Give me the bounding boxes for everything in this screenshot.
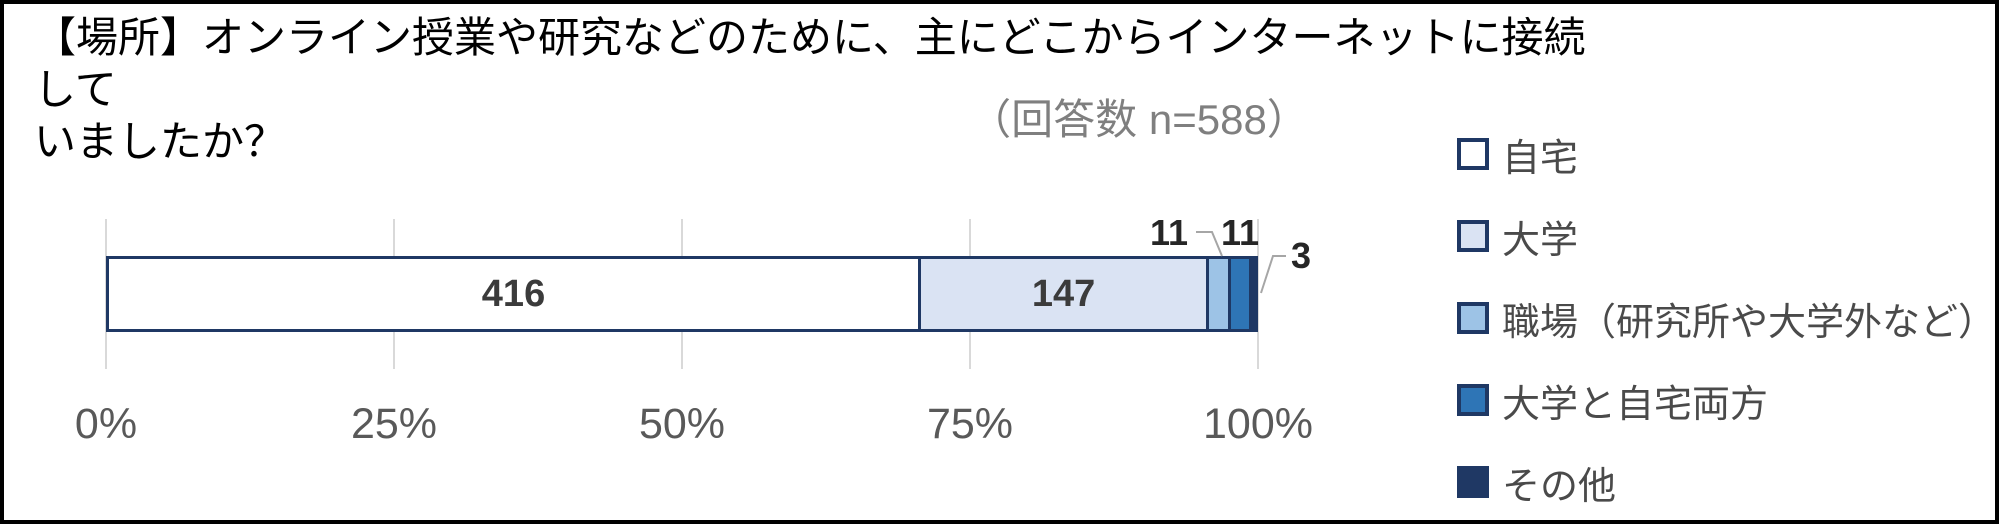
x-tick-label-50%: 50% [638,400,726,448]
legend-swatch-icon [1457,302,1489,334]
legend: 自宅大学職場（研究所や大学外など） 大学と自宅両方 その他 [1457,4,1995,520]
stacked-bar: 416 147 [106,256,1258,332]
legend-swatch-icon [1457,384,1489,416]
data-label-univ-and-home: 11 [1220,212,1260,253]
gridline-100% [1257,219,1259,369]
legend-label-1: 自宅 [1502,137,1579,180]
legend-swatch-icon [1457,466,1489,498]
gridline-50% [681,219,683,369]
x-tick-label-0%: 0% [74,400,138,448]
data-label-workplace: 11 [1149,212,1189,253]
legend-label-3: 職場（研究所や大学外など） [1502,301,1997,344]
legend-item-3: 職場（研究所や大学外など） [1457,296,1995,344]
legend-swatch-icon [1457,138,1489,170]
chart-title-line-2: いましたか？ [34,118,287,165]
legend-label-4: 大学と自宅両方 [1502,383,1769,426]
leader-line-other [1260,255,1286,294]
data-label-other: 3 [1290,235,1312,276]
legend-label-5: その他 [1502,465,1617,508]
legend-item-4: 大学と自宅両方 [1457,378,1768,426]
legend-item-1: 自宅 [1457,132,1578,180]
leader-line-workplace [1196,231,1223,257]
bar-segment-4 [1227,256,1253,332]
gridline-75% [969,219,971,369]
x-tick-label-100%: 100% [1203,400,1313,448]
legend-item-2: 大学 [1457,214,1578,262]
bar-segment-1: 416 [106,256,922,332]
chart-title-line-1: 【場所】オンライン授業や研究などのために、主にどこからインターネットに接続して [34,14,1586,113]
bar-segment-3 [1206,256,1231,332]
x-tick-label-75%: 75% [926,400,1014,448]
data-label-segment-2: 147 [1031,272,1096,315]
chart-title: 【場所】オンライン授業や研究などのために、主にどこからインターネットに接続して … [34,12,1594,168]
bar-segment-5 [1249,256,1258,332]
bar-segment-2: 147 [918,256,1210,332]
gridline-25% [393,219,395,369]
legend-item-5: その他 [1457,460,1616,508]
x-tick-label-25%: 25% [350,400,438,448]
data-label-segment-1: 416 [481,272,546,315]
gridline-0% [105,219,107,369]
legend-swatch-icon [1457,220,1489,252]
legend-label-2: 大学 [1502,219,1579,262]
response-count-note: （回答数 n=588） [969,96,1309,143]
